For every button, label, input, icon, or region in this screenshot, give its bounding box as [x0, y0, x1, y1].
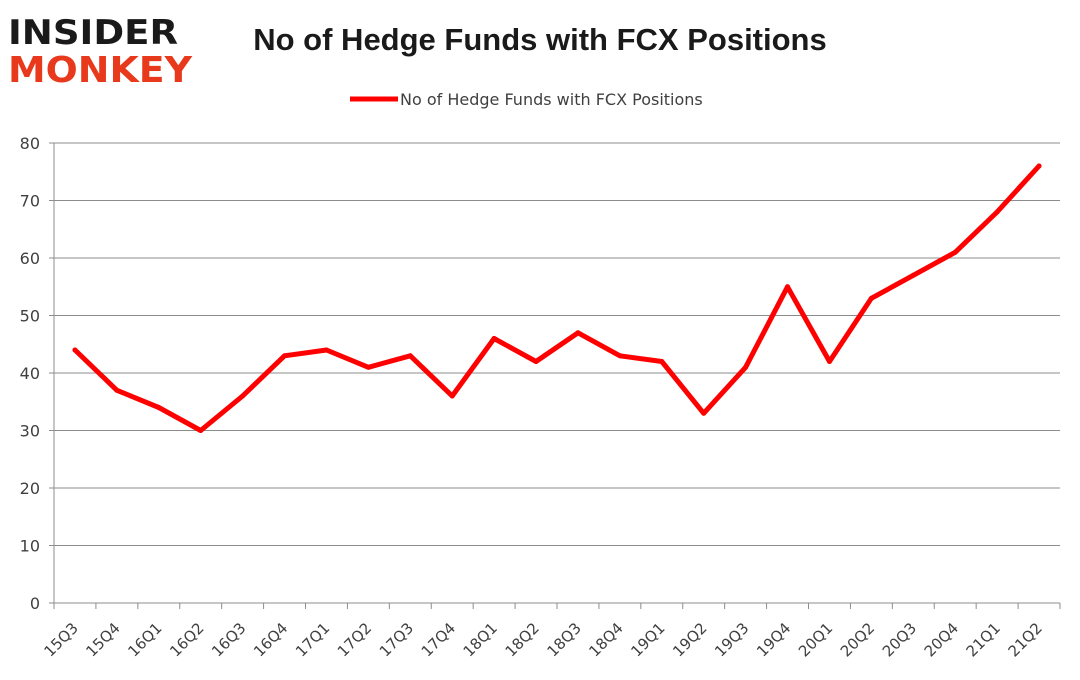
x-tick-label: 18Q2: [502, 619, 543, 660]
y-tick-label: 0: [30, 594, 40, 613]
data-point: [407, 353, 413, 359]
data-point: [701, 410, 707, 416]
data-point: [743, 364, 749, 370]
x-tick-label: 16Q3: [208, 619, 249, 660]
y-tick-label: 40: [20, 364, 40, 383]
x-tick-label: 16Q4: [250, 619, 291, 660]
legend: No of Hedge Funds with FCX Positions: [350, 90, 703, 109]
data-point: [868, 295, 874, 301]
data-point: [72, 347, 78, 353]
data-point: [533, 359, 539, 364]
data-point: [114, 387, 120, 393]
data-point: [1036, 163, 1042, 169]
x-tick-label: 21Q1: [963, 619, 1004, 660]
data-point: [449, 393, 455, 399]
x-tick-label: 16Q2: [166, 619, 207, 660]
data-point: [198, 428, 204, 433]
y-tick-label: 80: [20, 134, 40, 153]
x-tick-label: 20Q2: [837, 619, 878, 660]
data-point: [617, 353, 623, 359]
y-tick-label: 20: [20, 479, 40, 498]
data-point: [365, 364, 371, 370]
data-point: [785, 284, 791, 290]
x-tick-label: 19Q3: [711, 619, 752, 660]
data-point: [910, 272, 916, 278]
x-tick-label: 17Q3: [376, 619, 417, 660]
data-point: [659, 359, 665, 364]
data-point: [491, 336, 497, 341]
logo-line-insider: INSIDER: [8, 13, 178, 53]
logo-line-monkey: MONKEY: [8, 50, 193, 90]
x-tick-label: 19Q1: [627, 619, 668, 660]
x-tick-label: 20Q3: [879, 619, 920, 660]
x-tick-label: 18Q1: [460, 619, 501, 660]
x-tick-label: 20Q1: [795, 619, 836, 660]
data-point: [952, 249, 958, 255]
legend-label: No of Hedge Funds with FCX Positions: [400, 90, 703, 109]
data-point: [826, 359, 832, 364]
x-tick-label: 16Q1: [124, 619, 165, 660]
x-tick-label: 18Q4: [585, 619, 626, 660]
data-point: [240, 393, 246, 399]
data-point: [282, 353, 288, 359]
data-point: [575, 330, 581, 336]
x-tick-label: 17Q4: [418, 619, 459, 660]
data-point: [994, 209, 1000, 215]
x-tick-label: 15Q3: [40, 619, 81, 660]
x-tick-label: 17Q2: [334, 619, 375, 660]
x-tick-label: 15Q4: [82, 619, 123, 660]
y-tick-label: 30: [20, 422, 40, 441]
data-point: [156, 405, 162, 410]
x-tick-label: 17Q1: [292, 619, 333, 660]
data-point: [323, 347, 329, 353]
y-tick-label: 70: [20, 192, 40, 211]
x-tick-label: 18Q3: [543, 619, 584, 660]
y-tick-label: 50: [20, 307, 40, 326]
y-tick-label: 60: [20, 249, 40, 268]
x-tick-label: 20Q4: [921, 619, 962, 660]
chart-title: No of Hedge Funds with FCX Positions: [253, 22, 827, 57]
x-tick-label: 19Q4: [753, 619, 794, 660]
series-line: [72, 163, 1042, 433]
y-tick-label: 10: [20, 537, 40, 556]
insider-monkey-logo: INSIDER MONKEY: [8, 13, 193, 90]
x-tick-label: 21Q2: [1005, 619, 1046, 660]
x-tick-label: 19Q2: [669, 619, 710, 660]
